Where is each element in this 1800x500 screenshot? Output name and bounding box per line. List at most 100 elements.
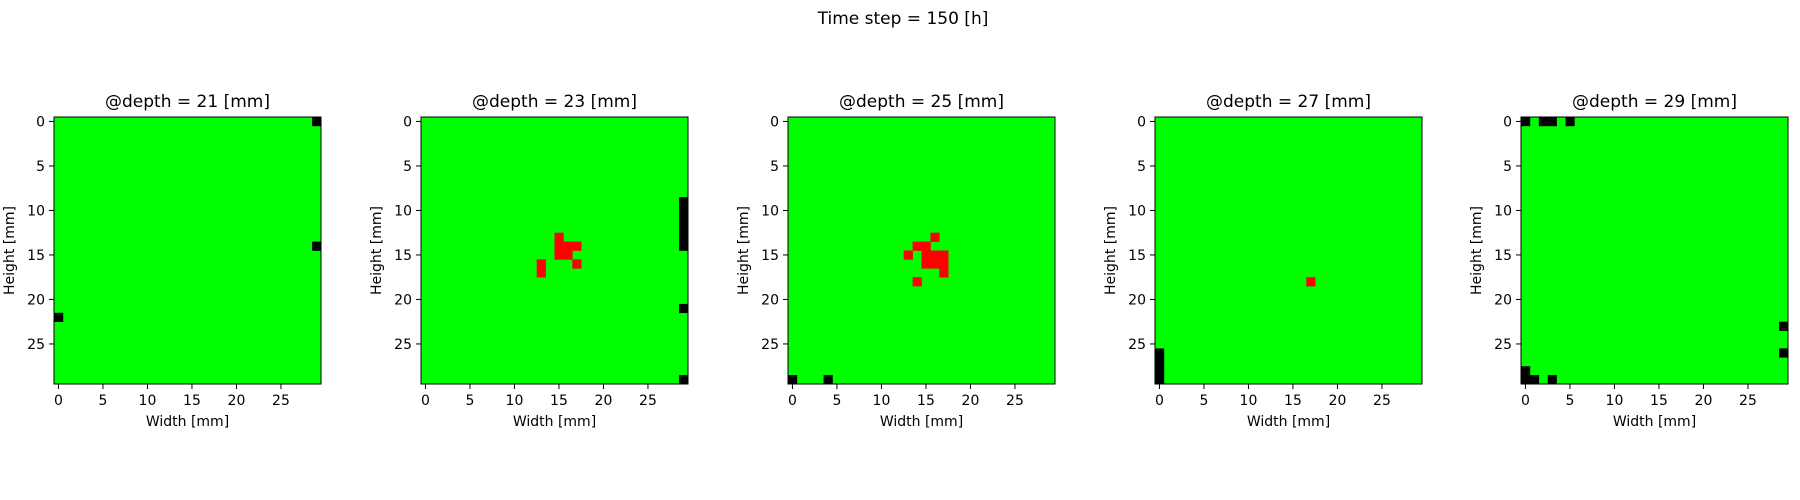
x-tick-label: 0 [54,393,63,409]
y-tick-label: 5 [403,159,412,175]
panel-1: @depth = 21 [mm] 0 5 10 15 20 25 0 5 10 15 20 25 Widt… [2,92,322,430]
heatmap-cell-black [1779,321,1789,331]
y-axis-label: Height [mm] [1469,206,1485,295]
x-axis-label: Width [mm] [1613,414,1696,430]
y-tick-label: 10 [27,203,45,219]
axes-frame [787,116,1056,385]
y-tick-label: 20 [394,292,412,308]
x-tick-label: 25 [1006,393,1024,409]
heatmap-cell-black [1155,357,1165,367]
heatmap-cell-red [1306,277,1316,287]
heatmap-cell-black [1521,366,1531,376]
y-tick-label: 5 [770,159,779,175]
heatmap-cell-black [679,223,689,233]
heatmap-cell-black [679,303,689,314]
y-tick-label: 10 [1494,203,1512,219]
x-axis-label: Width [mm] [146,414,229,430]
panel-title: @depth = 27 [mm] [1206,92,1371,112]
y-tick-label: 0 [403,114,412,130]
heatmap-cell-black [788,375,798,385]
x-tick-label: 10 [1606,393,1624,409]
x-tick-label: 15 [917,393,935,409]
y-tick-label: 0 [1503,114,1512,130]
y-tick-label: 0 [770,114,779,130]
axes-frame [1520,116,1789,385]
y-tick-label: 10 [394,203,412,219]
heatmap-cell-black [1155,348,1165,358]
heatmap-cell-red [536,268,546,278]
axes-frame [420,116,689,385]
panel-2: @depth = 23 [mm] 0 5 10 15 20 25 0 5 10 15 20 25 Widt… [369,92,689,430]
x-tick-label: 15 [550,393,568,409]
heatmap-cell-black [679,214,689,225]
y-tick-label: 15 [394,248,412,264]
panel-title: @depth = 21 [mm] [105,92,270,112]
x-tick-label: 0 [1521,393,1530,409]
heatmap-cell-red [912,241,922,251]
heatmap-cell-red [563,250,573,260]
x-tick-label: 20 [962,393,980,409]
heatmap-cell-black [1547,375,1557,385]
heatmap-cell-red [536,259,546,269]
heatmap-cell-black [312,241,322,251]
heatmap-cell-red [921,259,931,269]
heatmap-cell-black [1521,375,1531,385]
heatmap-cell-black [54,312,64,322]
heatmap-cell-red [921,241,931,251]
y-tick-label: 5 [1137,159,1146,175]
heatmap-cell-black [1521,117,1531,127]
heatmap-cell-black [679,232,689,242]
x-tick-label: 25 [1373,393,1391,409]
heatmap-background [1155,117,1422,384]
x-tick-label: 20 [1695,393,1713,409]
heatmap-cell-red [572,259,582,269]
x-tick-label: 25 [1739,393,1757,409]
heatmap-cell-red [903,250,913,260]
y-tick-label: 20 [1494,292,1512,308]
x-tick-label: 5 [98,393,107,409]
x-tick-label: 25 [639,393,657,409]
x-tick-label: 5 [1565,393,1574,409]
y-tick-label: 5 [36,159,45,175]
x-axis-label: Width [mm] [1247,414,1330,430]
heatmap-cell-red [930,250,940,260]
heatmap-cell-red [939,268,949,278]
x-tick-label: 10 [139,393,157,409]
y-tick-label: 20 [761,292,779,308]
y-tick-label: 25 [761,337,779,353]
x-tick-label: 0 [788,393,797,409]
heatmap-cell-black [679,241,689,251]
x-tick-label: 10 [873,393,891,409]
y-tick-label: 0 [1137,114,1146,130]
y-tick-label: 15 [1128,248,1146,264]
y-axis-label: Height [mm] [1103,206,1119,295]
heatmap-cell-black [1779,348,1789,358]
heatmap-cell-red [572,241,582,251]
y-tick-label: 15 [27,248,45,264]
y-tick-label: 0 [36,114,45,130]
heatmap-cell-black [679,197,689,207]
axes-frame [1154,116,1423,385]
y-tick-label: 25 [1494,337,1512,353]
panel-4: @depth = 27 [mm] 0 5 10 15 20 25 0 5 10 15 20 25 Widt… [1103,92,1423,430]
y-tick-label: 15 [761,248,779,264]
x-tick-label: 25 [272,393,290,409]
heatmap-cell-red [939,250,949,260]
y-tick-label: 15 [1494,248,1512,264]
panel-title: @depth = 23 [mm] [472,92,637,112]
x-tick-label: 5 [832,393,841,409]
heatmap-cell-black [679,206,689,216]
x-axis-label: Width [mm] [880,414,963,430]
x-tick-label: 15 [1284,393,1302,409]
y-tick-label: 25 [1128,337,1146,353]
x-tick-label: 10 [506,393,524,409]
x-tick-label: 20 [595,393,613,409]
x-tick-label: 5 [1199,393,1208,409]
figure-suptitle: Time step = 150 [h] [817,9,989,29]
x-tick-label: 15 [1650,393,1668,409]
heatmap-cell-black [679,375,689,385]
heatmap-cell-red [554,250,564,260]
panel-title: @depth = 25 [mm] [839,92,1004,112]
heatmap-cell-black [1529,375,1540,385]
